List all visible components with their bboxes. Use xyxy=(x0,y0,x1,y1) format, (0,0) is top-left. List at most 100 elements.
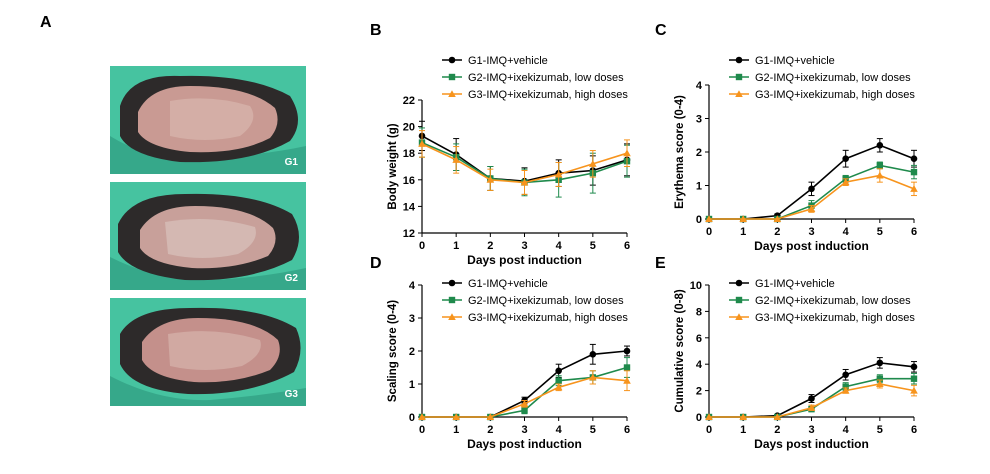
y-tick-label: 1 xyxy=(409,379,415,391)
x-tick-label: 1 xyxy=(453,240,459,252)
x-tick-label: 5 xyxy=(877,226,883,238)
legend-label: G1-IMQ+vehicle xyxy=(755,55,835,67)
data-point xyxy=(876,162,884,169)
y-tick-label: 2 xyxy=(696,386,702,398)
x-tick-label: 6 xyxy=(624,424,630,436)
x-axis-label: Days post induction xyxy=(754,239,869,253)
legend-marker xyxy=(448,90,456,97)
data-point xyxy=(876,171,884,179)
legend-marker xyxy=(448,296,456,304)
data-point xyxy=(452,156,460,163)
x-tick-label: 3 xyxy=(521,424,527,436)
data-point xyxy=(808,395,815,402)
data-point xyxy=(520,400,529,407)
legend-label: G2-IMQ+ixekizumab, low doses xyxy=(755,72,911,84)
data-point xyxy=(910,185,918,192)
data-point xyxy=(842,371,849,379)
data-point xyxy=(418,413,426,420)
x-tick-label: 6 xyxy=(911,226,917,238)
legend-marker xyxy=(448,313,456,320)
data-point xyxy=(452,413,460,420)
x-tick-label: 4 xyxy=(843,226,850,238)
series-3 xyxy=(418,370,631,420)
x-tick-label: 5 xyxy=(877,424,883,436)
data-point xyxy=(555,367,562,375)
y-axis-label: Erythema score (0-4) xyxy=(674,95,686,209)
data-point xyxy=(520,178,529,186)
legend-label: G3-IMQ+ixekizumab, high doses xyxy=(468,89,628,101)
x-tick-label: 2 xyxy=(774,424,780,436)
panel-letter-d: D xyxy=(370,255,382,272)
y-tick-label: 3 xyxy=(696,114,702,126)
data-point xyxy=(876,380,884,387)
data-point xyxy=(910,386,918,394)
data-point xyxy=(589,160,597,167)
y-tick-label: 20 xyxy=(403,122,415,134)
y-tick-label: 4 xyxy=(696,80,703,92)
x-tick-label: 5 xyxy=(590,424,596,436)
data-point xyxy=(910,363,918,371)
data-point xyxy=(486,413,495,420)
x-tick-label: 4 xyxy=(556,424,563,436)
data-point xyxy=(623,149,631,157)
legend-label: G1-IMQ+vehicle xyxy=(755,278,835,290)
legend-marker xyxy=(448,279,456,287)
x-tick-label: 3 xyxy=(521,240,527,252)
series-3 xyxy=(418,130,631,195)
x-tick-label: 3 xyxy=(808,424,814,436)
legend-label: G3-IMQ+ixekizumab, high doses xyxy=(468,312,628,324)
y-axis-label: Body weight (g) xyxy=(387,123,399,209)
data-point xyxy=(739,413,747,420)
data-point xyxy=(910,375,918,382)
x-tick-label: 2 xyxy=(774,226,780,238)
legend-marker xyxy=(735,279,743,287)
legend-label: G3-IMQ+ixekizumab, high doses xyxy=(755,89,915,101)
legend-marker xyxy=(735,296,743,304)
y-tick-label: 8 xyxy=(696,306,702,318)
chart-cumulative: 0 2 4 6 8 10 0 1 2 3 4 5 6 Days post induction Cumulat… xyxy=(674,278,918,451)
y-tick-label: 12 xyxy=(403,228,415,240)
data-point xyxy=(842,155,849,162)
series-3 xyxy=(705,379,918,420)
x-tick-label: 4 xyxy=(556,240,563,252)
panel-letter-a: A xyxy=(40,14,52,31)
data-point xyxy=(554,383,563,391)
data-point xyxy=(739,215,747,222)
data-point xyxy=(623,347,631,355)
data-point xyxy=(486,176,495,183)
x-tick-label: 2 xyxy=(487,240,493,252)
y-axis-label: Cumulative score (0-8) xyxy=(674,289,686,413)
x-tick-label: 6 xyxy=(624,240,630,252)
x-axis-label: Days post induction xyxy=(467,437,582,451)
data-point xyxy=(842,383,849,390)
data-point xyxy=(555,377,562,384)
x-tick-label: 3 xyxy=(808,226,814,238)
series-2 xyxy=(418,357,631,421)
data-point xyxy=(876,359,884,367)
y-axis-label: Scaling score (0-4) xyxy=(387,300,399,402)
x-tick-label: 6 xyxy=(911,424,917,436)
y-tick-label: 18 xyxy=(403,148,415,160)
data-point xyxy=(589,373,597,381)
legend-label: G3-IMQ+ixekizumab, high doses xyxy=(755,312,915,324)
data-point xyxy=(876,142,884,149)
panel-letter-b: B xyxy=(370,22,382,39)
legend-label: G2-IMQ+ixekizumab, low doses xyxy=(468,72,624,84)
photo-label-g3: G3 xyxy=(284,389,298,400)
legend-label: G2-IMQ+ixekizumab, low doses xyxy=(468,295,624,307)
data-point xyxy=(589,351,597,358)
data-point xyxy=(773,215,782,222)
y-tick-label: 0 xyxy=(696,412,702,424)
legend-marker xyxy=(448,56,456,64)
data-point xyxy=(623,376,631,384)
photo-label-g2: G2 xyxy=(284,273,298,284)
legend-marker xyxy=(735,56,743,64)
y-tick-label: 16 xyxy=(403,175,415,187)
chart-erythema: 0 1 2 3 4 0 1 2 3 4 5 6 Days post induction Erythema … xyxy=(674,55,918,253)
data-point xyxy=(521,407,528,414)
x-tick-label: 0 xyxy=(419,424,425,436)
data-point xyxy=(773,413,782,420)
data-point xyxy=(808,185,815,193)
data-point xyxy=(554,170,563,178)
x-tick-label: 0 xyxy=(706,424,712,436)
